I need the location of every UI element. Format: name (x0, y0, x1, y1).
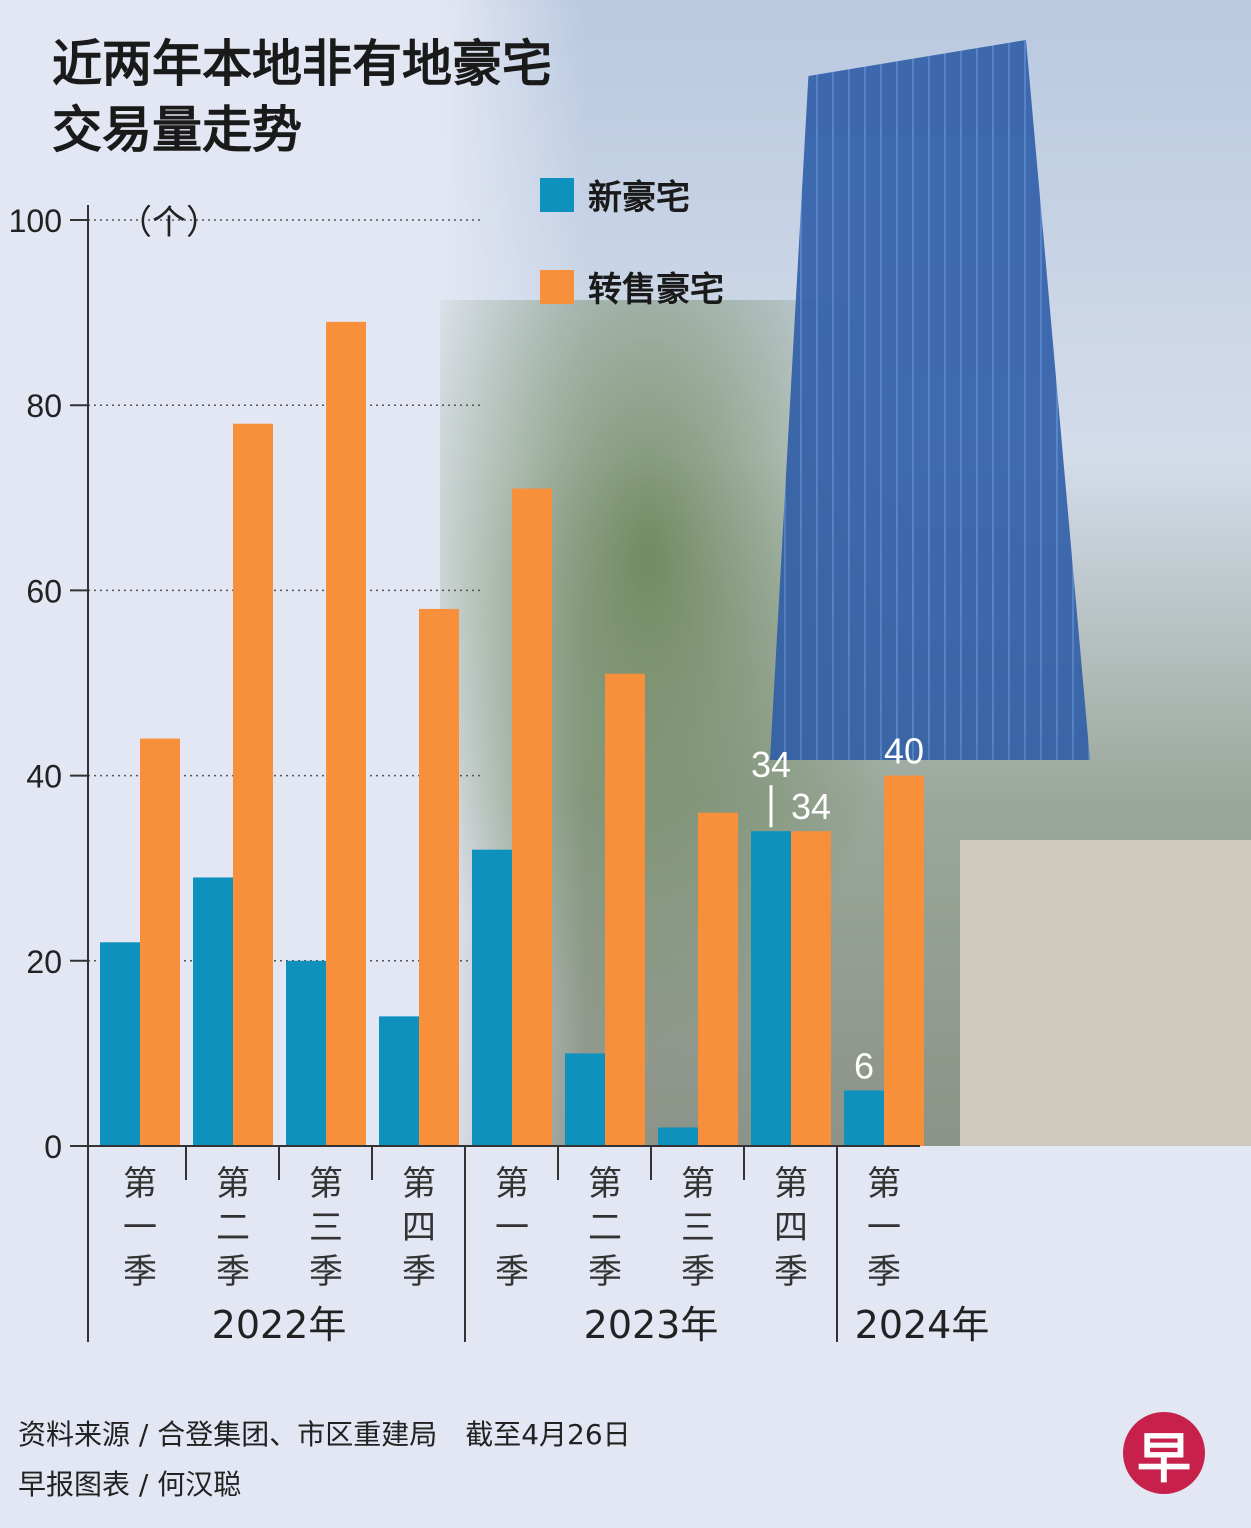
legend-label: 新豪宅 (588, 178, 690, 218)
y-tick-label: 20 (26, 944, 62, 980)
source-note: 资料来源 / 合登集团、市区重建局 截至4月26日 (18, 1418, 631, 1451)
x-tick-label: 二 (588, 1208, 622, 1248)
bar-new (100, 942, 140, 1146)
x-tick-label: 一 (867, 1208, 901, 1248)
x-tick-label: 季 (309, 1252, 343, 1292)
x-tick-label: 二 (216, 1208, 250, 1248)
x-tick-label: 第 (588, 1164, 622, 1204)
bar-resale (512, 488, 552, 1146)
x-tick-label: 第 (216, 1164, 250, 1204)
zaobao-logo: 早 (1123, 1412, 1205, 1494)
x-tick-label: 四 (402, 1208, 436, 1248)
x-tick-label: 第 (495, 1164, 529, 1204)
credit-note: 早报图表 / 何汉聪 (18, 1468, 242, 1501)
x-tick-label: 第 (309, 1164, 343, 1204)
bar-new (472, 849, 512, 1146)
x-tick-label: 第 (402, 1164, 436, 1204)
bar-resale (140, 738, 180, 1146)
data-label: 40 (884, 731, 924, 772)
bar-new (844, 1090, 884, 1146)
chart-title-line-1: 近两年本地非有地豪宅 (52, 35, 552, 93)
bar-resale (605, 673, 645, 1146)
bar-new (379, 1016, 419, 1146)
year-label: 2022年 (212, 1303, 347, 1347)
x-tick-label: 第 (867, 1164, 901, 1204)
x-tick-label: 第 (681, 1164, 715, 1204)
legend-item-new: 新豪宅 (540, 170, 690, 219)
x-tick-label: 第 (123, 1164, 157, 1204)
bar-new (565, 1053, 605, 1146)
x-tick-label: 季 (588, 1252, 622, 1292)
y-tick-label: 0 (44, 1129, 62, 1165)
x-tick-label: 第 (774, 1164, 808, 1204)
bar-resale (884, 775, 924, 1146)
x-tick-label: 季 (681, 1252, 715, 1292)
x-tick-label: 三 (309, 1208, 343, 1248)
bar-new (193, 877, 233, 1146)
y-tick-label: 80 (26, 388, 62, 424)
bar-resale (419, 608, 459, 1146)
data-label: 34 (751, 744, 791, 785)
y-tick-label: 100 (9, 203, 62, 239)
background-wall (960, 840, 1251, 1146)
background-tower (770, 40, 1090, 760)
legend-label: 转售豪宅 (588, 270, 724, 310)
legend-swatch (540, 177, 574, 212)
bar-new (658, 1127, 698, 1146)
y-tick-label: 40 (26, 759, 62, 795)
x-tick-label: 一 (123, 1208, 157, 1248)
x-tick-label: 四 (774, 1208, 808, 1248)
bar-new (751, 831, 791, 1146)
legend-swatch (540, 269, 574, 304)
x-tick-label: 季 (495, 1252, 529, 1292)
bar-resale (233, 423, 273, 1147)
x-tick-label: 季 (867, 1252, 901, 1292)
x-tick-label: 季 (402, 1252, 436, 1292)
bar-resale (698, 812, 738, 1146)
year-label: 2023年 (584, 1303, 719, 1347)
data-label: 6 (854, 1045, 874, 1086)
x-tick-label: 季 (123, 1252, 157, 1292)
x-tick-label: 季 (216, 1252, 250, 1292)
data-label: 34 (791, 786, 831, 827)
chart-title-line-2: 交易量走势 (52, 101, 302, 159)
y-axis-unit: （个） (118, 203, 220, 243)
legend-item-resale: 转售豪宅 (540, 262, 724, 311)
x-tick-label: 季 (774, 1252, 808, 1292)
bar-resale (791, 831, 831, 1146)
x-tick-label: 一 (495, 1208, 529, 1248)
y-tick-label: 60 (26, 573, 62, 609)
bar-resale (326, 321, 366, 1146)
year-label: 2024年 (855, 1303, 990, 1347)
bar-new (286, 960, 326, 1146)
x-tick-label: 三 (681, 1208, 715, 1248)
